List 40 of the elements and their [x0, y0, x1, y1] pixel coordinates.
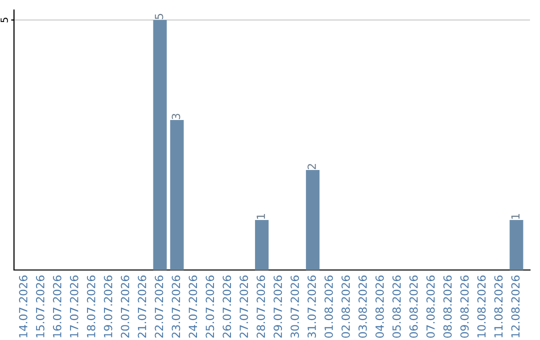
x-tick-label: 16.07.2026	[52, 276, 62, 338]
x-tick-label: 21.07.2026	[138, 276, 146, 338]
bar	[153, 20, 167, 270]
x-tick-label: 27.07.2026	[240, 276, 248, 338]
x-tick-label: 09.08.2026	[460, 276, 469, 338]
x-tick-label: 04.08.2026	[375, 276, 384, 338]
x-tick-label: 22.07.2026	[154, 276, 164, 338]
bar	[510, 220, 524, 270]
bar	[255, 220, 269, 270]
x-tick-label: 06.08.2026	[409, 276, 418, 338]
x-tick-label: 18.07.2026	[86, 276, 96, 338]
data-label: 5	[154, 14, 164, 20]
x-tick-label: 12.08.2026	[511, 276, 520, 338]
x-tick-label: 25.07.2026	[206, 276, 214, 338]
x-tick-label: 28.07.2026	[256, 276, 266, 338]
x-tick-label: 17.07.2026	[70, 276, 78, 338]
x-tick-label: 02.08.2026	[342, 276, 350, 338]
x-tick-label: 19.07.2026	[104, 276, 112, 338]
x-tick-label: 03.08.2026	[358, 276, 367, 338]
x-tick-label: 11.08.2026	[494, 276, 503, 338]
data-label: 1	[256, 214, 265, 219]
x-tick-label: 08.08.2026	[443, 276, 452, 338]
x-tick-label: 31.07.2026	[308, 276, 316, 338]
x-tick-label: 14.07.2026	[19, 276, 28, 338]
bar	[170, 120, 184, 270]
x-tick-label: 05.08.2026	[392, 276, 401, 338]
x-tick-label: 30.07.2026	[290, 276, 299, 338]
x-tick-label: 29.07.2026	[274, 276, 282, 338]
x-tick-label: 15.07.2026	[36, 276, 44, 338]
x-tick-label: 24.07.2026	[188, 276, 198, 338]
bar	[306, 170, 320, 270]
x-tick-label: 07.08.2026	[426, 276, 435, 338]
x-tick-label: 10.08.2026	[477, 276, 486, 338]
x-tick-label: 23.07.2026	[172, 276, 180, 338]
data-label: 2	[308, 164, 316, 170]
x-tick-label: 01.08.2026	[324, 276, 333, 338]
data-label: 1	[511, 214, 520, 219]
x-tick-label: 20.07.2026	[120, 276, 130, 338]
data-label: 3	[172, 114, 180, 120]
x-tick-label: 26.07.2026	[222, 276, 232, 338]
